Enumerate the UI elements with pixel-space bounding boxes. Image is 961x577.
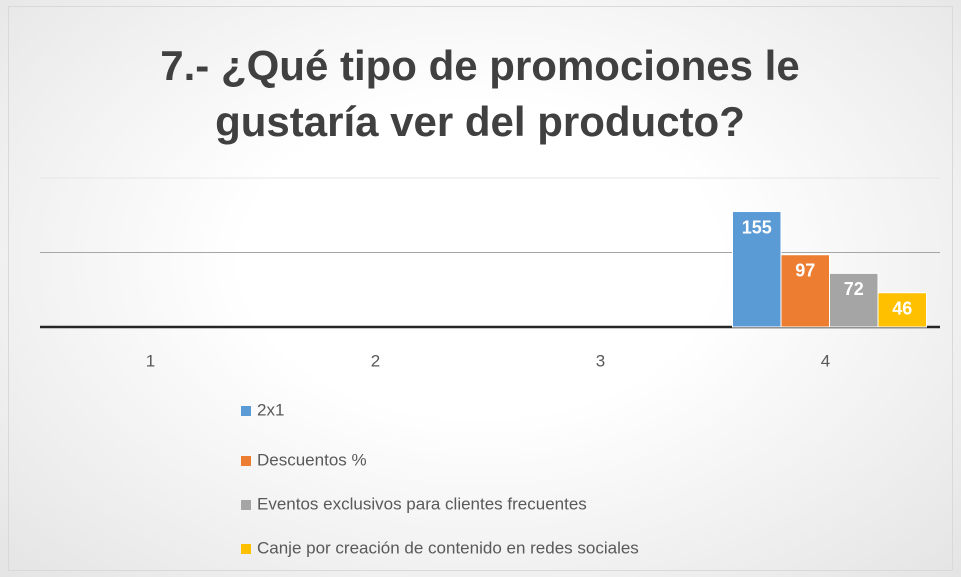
data-label: 46 — [892, 298, 912, 318]
bar — [829, 272, 879, 328]
x-tick-label: 3 — [596, 351, 605, 370]
data-label: 72 — [844, 279, 864, 299]
legend-label: 2x1 — [257, 400, 284, 419]
legend-label: Eventos exclusivos para clientes frecuen… — [257, 494, 587, 513]
x-tick-label: 1 — [146, 351, 155, 370]
chart-title: 7.- ¿Qué tipo de promociones le gustaría… — [160, 42, 800, 145]
bar — [877, 292, 927, 328]
x-tick-label: 4 — [821, 351, 830, 370]
legend-swatch — [241, 456, 251, 466]
legend-swatch — [241, 544, 251, 554]
chart-frame — [8, 6, 953, 571]
data-label: 97 — [795, 260, 815, 280]
legend-swatch — [241, 406, 251, 416]
legend-label: Canje por creación de contenido en redes… — [257, 538, 639, 557]
legend-swatch — [241, 500, 251, 510]
x-tick-label: 2 — [371, 351, 380, 370]
data-label: 155 — [742, 217, 772, 237]
legend-label: Descuentos % — [257, 450, 367, 469]
